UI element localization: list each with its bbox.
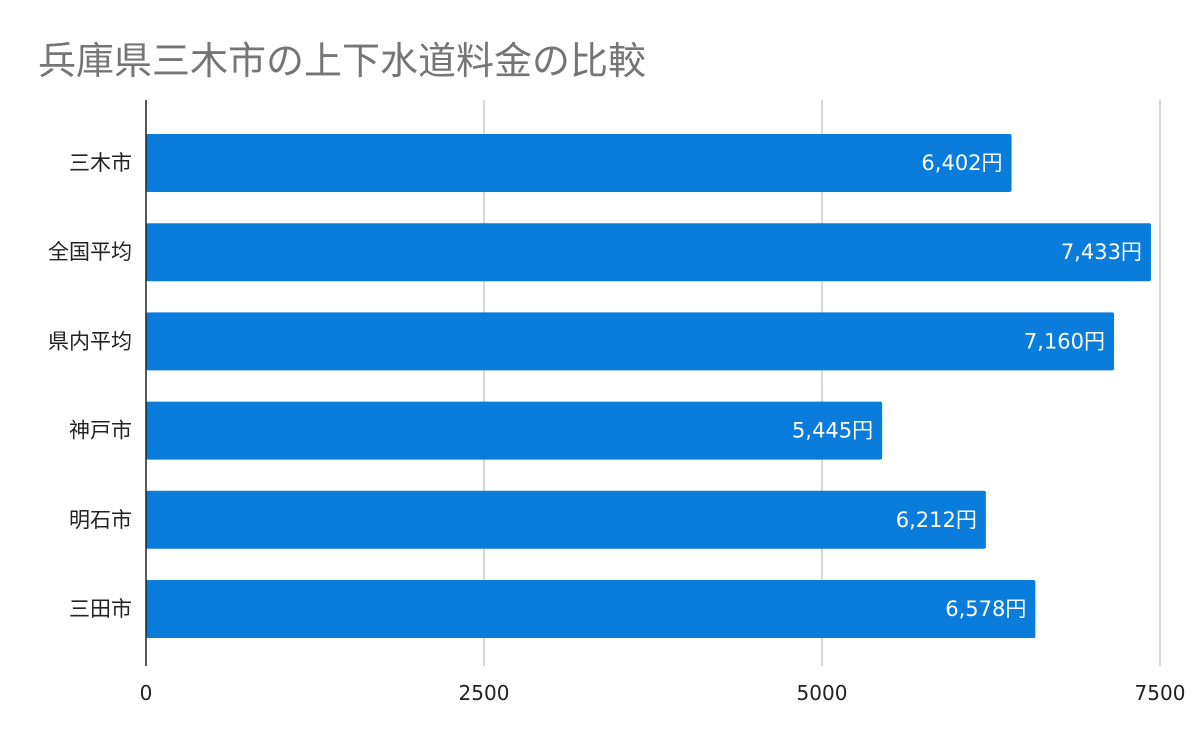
bar-4 — [146, 490, 986, 549]
data-label-0: 6,402円 — [921, 151, 1002, 175]
bar-2 — [146, 312, 1115, 371]
bar-5 — [146, 580, 1036, 638]
x-tick-label-3: 7500 — [1135, 681, 1186, 705]
bar-1 — [146, 223, 1151, 282]
x-tick-label-0: 0 — [140, 681, 153, 705]
x-tick-label-2: 5000 — [797, 681, 848, 705]
data-label-2: 7,160円 — [1024, 329, 1105, 353]
category-label-1: 全国平均 — [48, 240, 132, 264]
category-label-5: 三田市 — [69, 597, 132, 621]
bar-3 — [146, 401, 883, 460]
category-label-3: 神戸市 — [69, 419, 132, 443]
data-label-4: 6,212円 — [896, 508, 977, 532]
chart-title: 兵庫県三木市の上下水道料金の比較 — [38, 39, 647, 83]
data-label-5: 6,578円 — [945, 597, 1026, 621]
category-label-2: 県内平均 — [48, 329, 132, 353]
data-label-3: 5,445円 — [792, 419, 873, 443]
x-tick-label-1: 2500 — [459, 681, 510, 705]
data-label-1: 7,433円 — [1061, 240, 1142, 264]
category-label-0: 三木市 — [69, 151, 132, 175]
category-label-4: 明石市 — [69, 508, 132, 532]
bar-0 — [146, 134, 1012, 192]
